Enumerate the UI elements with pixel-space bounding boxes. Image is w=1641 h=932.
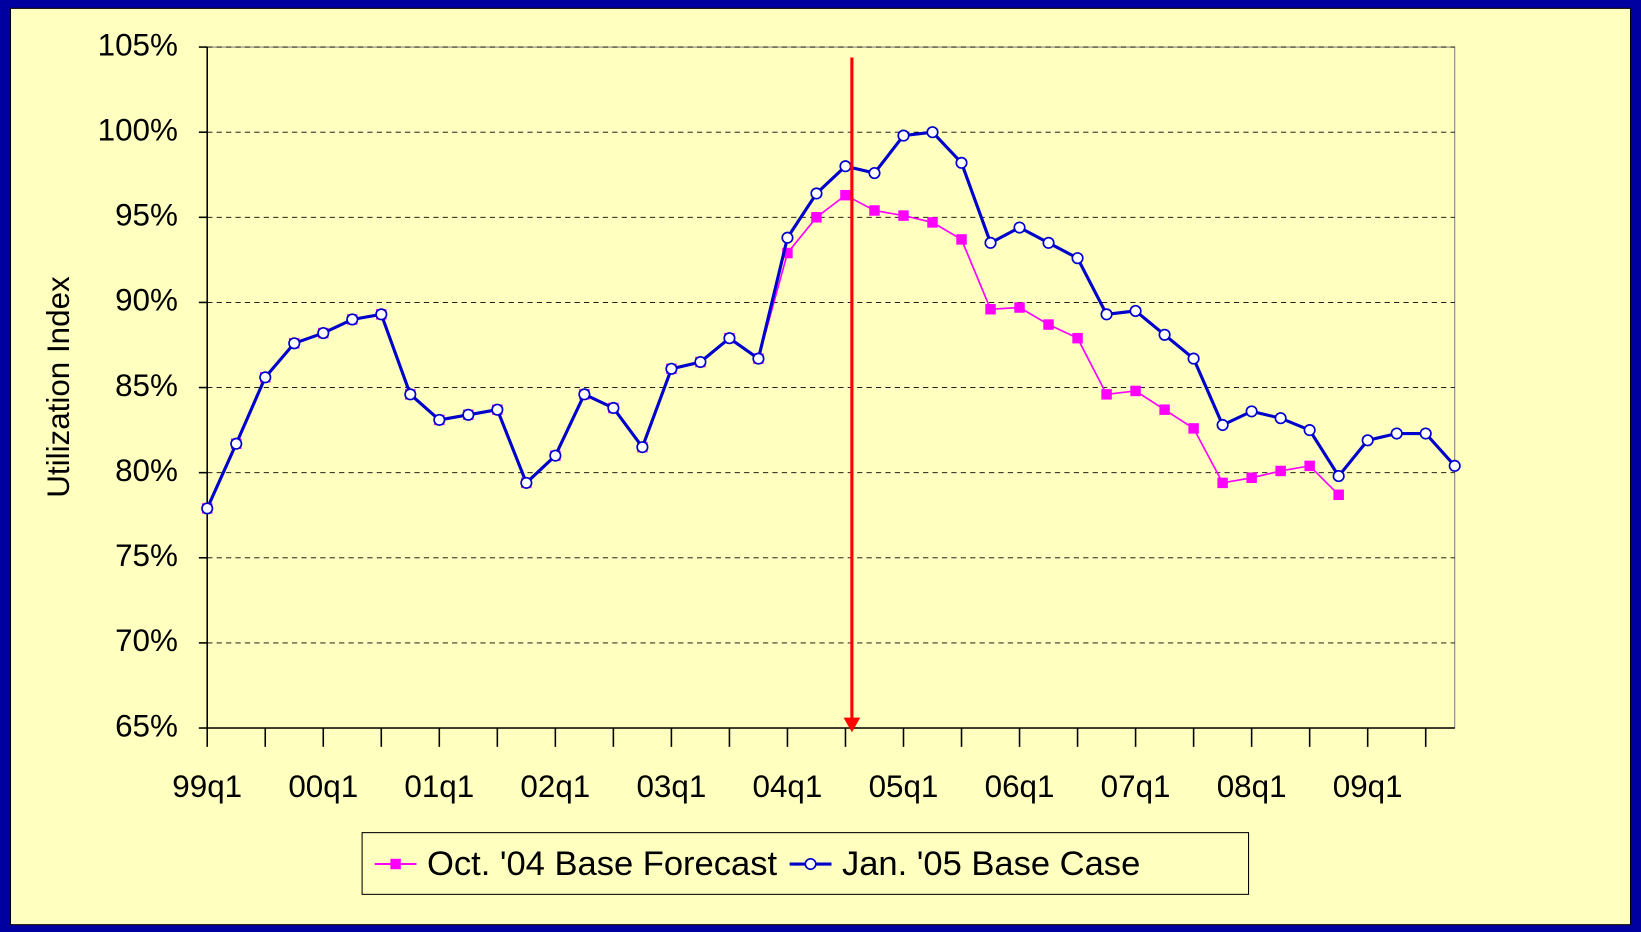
marker	[1333, 489, 1344, 501]
marker	[433, 413, 446, 426]
marker	[927, 217, 938, 228]
panel	[9, 7, 1632, 926]
marker	[346, 313, 359, 326]
y-tick-label: 100%	[98, 112, 178, 147]
x-tick-label: 07q1	[1101, 769, 1171, 804]
marker	[811, 212, 822, 223]
marker	[1303, 424, 1316, 437]
marker	[288, 337, 301, 350]
marker	[1043, 319, 1054, 330]
marker	[1390, 427, 1403, 440]
y-tick-label: 65%	[115, 708, 178, 743]
x-tick-label: 01q1	[404, 769, 474, 804]
marker	[1013, 221, 1026, 234]
marker	[1100, 308, 1113, 321]
marker	[1188, 423, 1199, 434]
marker	[1187, 352, 1200, 365]
x-tick-label: 03q1	[636, 769, 706, 804]
legend-entries: Oct. '04 Base Forecast Jan. '05 Base Case	[374, 845, 1140, 883]
marker	[390, 858, 401, 870]
marker	[1245, 405, 1258, 418]
marker	[782, 247, 793, 259]
marker	[898, 210, 909, 221]
x-tick-label: 04q1	[753, 769, 823, 804]
marker	[317, 327, 330, 340]
marker	[375, 308, 388, 321]
x-tick-label: 00q1	[288, 769, 358, 804]
marker	[636, 441, 649, 454]
marker	[984, 236, 997, 249]
x-tick-label: 99q1	[172, 769, 242, 804]
marker	[1159, 404, 1170, 415]
marker	[665, 362, 678, 375]
y-tick-label: 90%	[115, 283, 178, 318]
y-axis-title: Utilization Index	[41, 276, 76, 498]
legend-label: Oct. '04 Base Forecast	[427, 845, 777, 883]
x-tick-label: 02q1	[520, 769, 590, 804]
y-tick-label: 105%	[98, 27, 178, 62]
marker	[926, 126, 939, 139]
marker	[462, 408, 475, 421]
marker	[869, 205, 880, 216]
marker	[1101, 389, 1112, 400]
marker	[549, 449, 562, 462]
legend-label: Jan. '05 Base Case	[842, 845, 1140, 883]
marker	[1129, 304, 1142, 318]
marker	[752, 352, 765, 365]
x-tick-label: 08q1	[1217, 769, 1287, 804]
marker	[1130, 385, 1141, 397]
marker	[955, 156, 968, 169]
marker	[1042, 236, 1055, 249]
y-tick-label: 75%	[115, 538, 178, 573]
marker	[1361, 434, 1374, 447]
marker	[897, 129, 910, 142]
marker	[723, 332, 736, 345]
marker	[1246, 472, 1257, 484]
axes: 65% 70% 75% 80% 85% 90% 95% 100% 105% 99q1 00q1 01q…	[98, 27, 1455, 804]
marker	[201, 502, 214, 515]
marker	[1275, 465, 1286, 477]
marker	[1014, 302, 1025, 313]
y-tick-label: 80%	[115, 453, 178, 488]
marker	[1071, 252, 1084, 265]
lines	[201, 126, 1461, 515]
marker	[694, 355, 707, 369]
x-tick-label: 05q1	[869, 769, 939, 804]
x-tick-label: 09q1	[1333, 769, 1403, 804]
marker	[578, 388, 591, 401]
marker	[810, 187, 823, 200]
marker	[956, 234, 967, 245]
y-tick-label: 85%	[115, 368, 178, 403]
y-tick-label: 70%	[115, 623, 178, 658]
marker	[839, 160, 852, 173]
marker	[840, 189, 851, 201]
marker	[781, 231, 794, 244]
y-tick-label: 95%	[115, 198, 178, 233]
marker	[1217, 477, 1228, 489]
marker	[1448, 459, 1461, 472]
marker	[1158, 328, 1171, 341]
marker	[804, 857, 817, 871]
marker	[607, 401, 620, 415]
marker	[230, 437, 243, 450]
marker	[868, 166, 881, 180]
marker	[1419, 427, 1432, 440]
marker	[1332, 470, 1345, 483]
marker	[520, 476, 533, 489]
marker	[1304, 460, 1315, 472]
arrow-head	[843, 717, 861, 733]
marker	[985, 304, 996, 315]
marker	[1072, 332, 1083, 344]
marker	[259, 371, 272, 384]
x-tick-label: 06q1	[985, 769, 1055, 804]
marker	[1216, 418, 1229, 432]
marker	[404, 388, 417, 401]
marker	[491, 403, 504, 416]
marker	[1274, 412, 1287, 425]
